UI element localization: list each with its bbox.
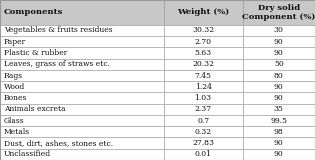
Text: 0.32: 0.32 [195,128,212,136]
Text: Wood: Wood [4,83,25,91]
Text: Components: Components [4,8,63,16]
Text: 1.24: 1.24 [195,83,212,91]
Text: Paper: Paper [4,38,26,46]
Bar [164,36,243,47]
Text: 0.7: 0.7 [197,117,209,125]
Bar [243,115,315,126]
Bar [243,137,315,149]
Text: Bones: Bones [4,94,27,102]
Bar [164,0,243,25]
Bar [243,70,315,81]
Bar [0,70,164,81]
Bar [243,47,315,59]
Bar [164,104,243,115]
Text: Metals: Metals [4,128,30,136]
Bar [164,25,243,36]
Bar [243,92,315,104]
Text: Weight (%): Weight (%) [177,8,229,16]
Bar [243,126,315,137]
Text: 2.37: 2.37 [195,105,212,113]
Text: 90: 90 [274,94,284,102]
Text: 35: 35 [274,105,284,113]
Text: Dry solid
Component (%): Dry solid Component (%) [242,4,315,21]
Bar [0,0,164,25]
Bar [0,47,164,59]
Text: Glass: Glass [4,117,24,125]
Text: 30: 30 [274,26,284,34]
Bar [164,115,243,126]
Text: 27.83: 27.83 [192,139,214,147]
Text: 0.01: 0.01 [195,150,212,158]
Bar [243,25,315,36]
Bar [0,137,164,149]
Text: 7.45: 7.45 [195,72,212,80]
Text: 90: 90 [274,150,284,158]
Bar [243,149,315,160]
Text: 30.32: 30.32 [192,26,214,34]
Text: 98: 98 [274,128,284,136]
Bar [243,104,315,115]
Bar [0,25,164,36]
Bar [0,36,164,47]
Bar [164,126,243,137]
Bar [243,81,315,92]
Bar [164,137,243,149]
Text: 99.5: 99.5 [270,117,287,125]
Bar [0,104,164,115]
Text: Vegetables & fruits residues: Vegetables & fruits residues [4,26,112,34]
Text: Plastic & rubber: Plastic & rubber [4,49,67,57]
Bar [0,92,164,104]
Bar [0,126,164,137]
Text: 90: 90 [274,139,284,147]
Text: 90: 90 [274,49,284,57]
Bar [0,115,164,126]
Text: Dust, dirt, ashes, stones etc.: Dust, dirt, ashes, stones etc. [4,139,113,147]
Text: 5.63: 5.63 [195,49,212,57]
Bar [0,59,164,70]
Bar [0,149,164,160]
Bar [164,81,243,92]
Text: Rags: Rags [4,72,23,80]
Bar [164,70,243,81]
Text: 80: 80 [274,72,284,80]
Text: 20.32: 20.32 [192,60,214,68]
Text: 50: 50 [274,60,284,68]
Text: 1.03: 1.03 [195,94,212,102]
Bar [243,59,315,70]
Text: 2.70: 2.70 [195,38,212,46]
Text: Unclassified: Unclassified [4,150,51,158]
Bar [164,92,243,104]
Text: 90: 90 [274,38,284,46]
Text: Animals excreta: Animals excreta [4,105,66,113]
Bar [243,36,315,47]
Bar [164,59,243,70]
Bar [0,81,164,92]
Text: 90: 90 [274,83,284,91]
Bar [243,0,315,25]
Bar [164,47,243,59]
Bar [164,149,243,160]
Text: Leaves, grass of straws etc.: Leaves, grass of straws etc. [4,60,110,68]
